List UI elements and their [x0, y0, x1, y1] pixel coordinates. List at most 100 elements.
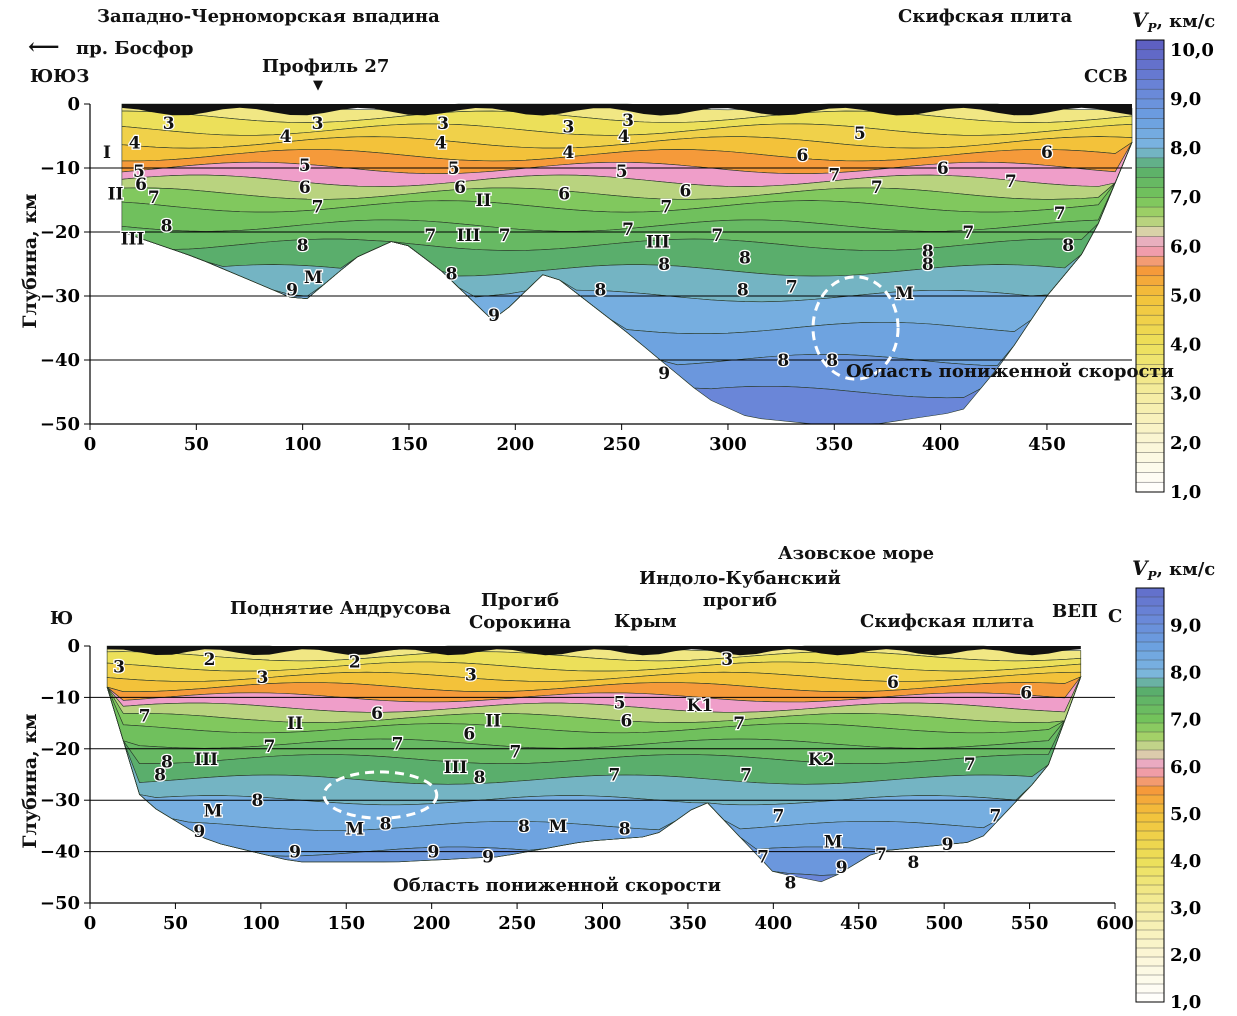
colorbar-tick-label: 1,0 [1170, 992, 1201, 1013]
layer-label: M [304, 268, 323, 288]
x-tick-label: 400 [755, 913, 793, 934]
layer-label: 7 [964, 755, 976, 775]
colorbar-swatch [1135, 393, 1165, 405]
colorbar-swatch [1135, 956, 1165, 967]
x-tick-label: 350 [669, 913, 707, 934]
colorbar-swatch [1135, 236, 1165, 247]
x-tick-label: 200 [497, 434, 535, 455]
layer-label: 5 [854, 124, 866, 144]
colorbar-swatch [1135, 344, 1165, 355]
colorbar-swatch [1135, 79, 1165, 90]
layer-label: 9 [286, 281, 298, 301]
layer-label: 9 [289, 843, 301, 863]
layer-label: 4 [129, 133, 141, 153]
layer-label: 8 [518, 817, 530, 837]
colorbar-swatch [1135, 920, 1165, 931]
colorbar-swatch [1135, 462, 1165, 473]
layer-label: 7 [733, 714, 745, 734]
layer-label: K1 [687, 696, 714, 716]
layer-label: M [895, 284, 914, 304]
colorbar-title: VP, км/с [1132, 556, 1216, 583]
y-tick-label: −10 [40, 687, 80, 708]
region-label: Скифская плита [898, 6, 1073, 27]
velocity-band [121, 142, 1133, 425]
colorbar-swatch [1135, 749, 1165, 760]
bottom-chart-panel: Поднятие Андрусова Прогиб Сорокина Крым … [0, 500, 1237, 1016]
colorbar-swatch [1135, 974, 1165, 985]
colorbar-swatch [1135, 668, 1165, 679]
colorbar-swatch [1135, 992, 1165, 1003]
colorbar-swatch [1135, 623, 1165, 634]
layer-label: 7 [740, 766, 752, 786]
colorbar-swatch [1135, 88, 1165, 100]
layer-label: 7 [312, 197, 324, 217]
colorbar-swatch [1135, 695, 1165, 706]
layer-label: 5 [133, 162, 145, 182]
colorbar-swatch [1135, 108, 1165, 120]
colorbar-tick-label: 2,0 [1170, 945, 1201, 966]
colorbar-swatch [1135, 848, 1165, 859]
y-tick-label: −20 [40, 222, 80, 243]
x-tick-label: 500 [925, 913, 963, 934]
layer-label: 8 [251, 791, 263, 811]
colorbar-swatch [1135, 334, 1165, 346]
colorbar-swatch [1135, 432, 1165, 444]
layer-label: 7 [1054, 204, 1066, 224]
y-tick-label: −10 [40, 158, 80, 179]
colorbar-swatch [1135, 305, 1165, 316]
layer-label: 3 [563, 117, 575, 137]
layer-label: 2 [204, 650, 216, 670]
colorbar-swatch [1135, 875, 1165, 886]
x-tick-label: 250 [603, 434, 641, 455]
colorbar-swatch [1135, 605, 1165, 616]
colorbar-swatch [1135, 226, 1165, 238]
colorbar-tick-label: 3,0 [1170, 898, 1201, 919]
region-label: Индоло-Кубанский прогиб [639, 568, 841, 611]
colorbar-swatch [1135, 403, 1165, 414]
colorbar-swatch [1135, 866, 1165, 877]
velocity-section-plot: 0 50 100 150 200 250 300 350 400 450 500 550 600 0 −10… [40, 587, 1201, 1013]
colorbar-swatch [1135, 98, 1165, 110]
layer-label: III [646, 233, 670, 253]
layer-label: II [108, 185, 124, 205]
region-label: Крым [614, 611, 677, 632]
y-tick-label: 0 [67, 636, 80, 657]
layer-label: K2 [808, 750, 835, 770]
layer-label: 8 [619, 819, 631, 839]
x-tick-label: 100 [242, 913, 280, 934]
colorbar-tick-label: 1,0 [1170, 482, 1201, 500]
triangle-down-icon: ▼ [313, 78, 323, 93]
layer-label: 6 [887, 673, 899, 693]
layer-label: 7 [609, 766, 621, 786]
layer-label: 6 [135, 175, 147, 195]
layer-label: 8 [474, 768, 486, 788]
colorbar: 10,0 9,0 8,0 7,0 6,0 5,0 4,0 3,0 2,0 1,0 [1135, 39, 1214, 500]
layer-label: 5 [614, 694, 626, 714]
x-tick-label: 600 [1096, 913, 1134, 934]
region-label: Поднятие Андрусова [230, 598, 451, 619]
y-tick-label: −30 [40, 790, 80, 811]
colorbar-swatch [1135, 275, 1165, 287]
colorbar-swatch [1135, 423, 1165, 434]
layer-label: 8 [161, 217, 173, 237]
colorbar-swatch [1135, 767, 1165, 778]
layer-label: M [204, 801, 223, 821]
colorbar-tick-label: 3,0 [1170, 384, 1201, 405]
layer-label: 4 [280, 127, 292, 147]
colorbar-swatch [1135, 803, 1165, 814]
layer-label: II [475, 191, 491, 211]
layer-label: 8 [907, 853, 919, 873]
colorbar-swatch [1135, 722, 1165, 733]
y-tick-label: −40 [40, 842, 80, 863]
x-tick-label: 550 [1011, 913, 1049, 934]
colorbar-tick-label: 6,0 [1170, 757, 1201, 778]
x-tick-label: 50 [163, 913, 188, 934]
sediment-cap [107, 646, 1081, 656]
colorbar-swatch [1135, 216, 1165, 228]
layer-label: 4 [563, 143, 575, 163]
layer-label: 6 [680, 181, 692, 201]
layer-label: 6 [463, 724, 475, 744]
layer-label: 3 [437, 114, 449, 134]
layer-label: 7 [139, 706, 151, 726]
colorbar-swatch [1135, 911, 1165, 922]
